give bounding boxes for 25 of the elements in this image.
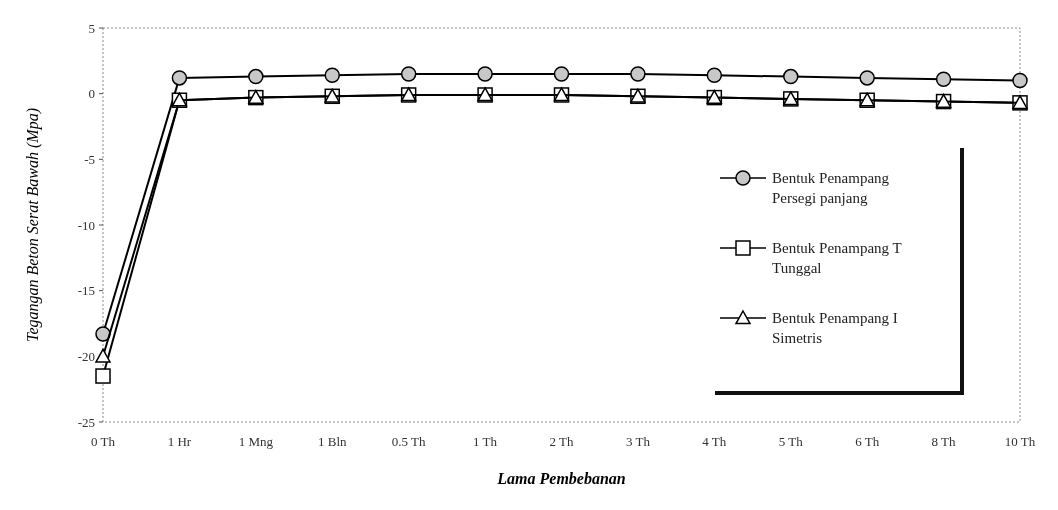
legend-label: Bentuk Penampang I Simetris [772,310,898,346]
x-tick-label: 4 Th [702,434,727,449]
x-tick-label: 3 Th [625,434,651,449]
x-tick-label: 0 Th [91,434,116,449]
x-tick-label: 2 Th [549,434,574,449]
legend-label: Bentuk Penampang T Tunggal [772,240,902,276]
y-tick-label: 0 [88,86,95,102]
x-tick-label: 5 Th [778,434,804,449]
y-tick-label: -25 [77,414,95,430]
x-tick-label: 0.5 Th [391,434,427,449]
y-tick-label: -20 [77,348,95,364]
x-tick-label: 1 Hr [167,434,192,449]
x-tick-label: 6 Th [855,434,880,449]
x-tick-label: 8 Th [931,434,957,449]
y-axis-title: Tegangan Beton Serat Bawah (Mpa) [24,107,42,343]
x-tick-label: 10 Th [1004,434,1036,449]
y-tick-label: -10 [77,217,95,233]
y-tick-label: 5 [88,20,95,36]
x-tick-label: 1 Mng [238,434,274,449]
x-tick-label: 1 Th [473,434,498,449]
y-tick-label: -15 [77,283,95,299]
x-axis-title: Lama Pembebanan [496,470,626,487]
y-tick-label: -5 [84,151,95,167]
x-tick-label: 1 Bln [317,434,348,449]
legend-label: Bentuk Penampang Persegi panjang [772,170,890,206]
